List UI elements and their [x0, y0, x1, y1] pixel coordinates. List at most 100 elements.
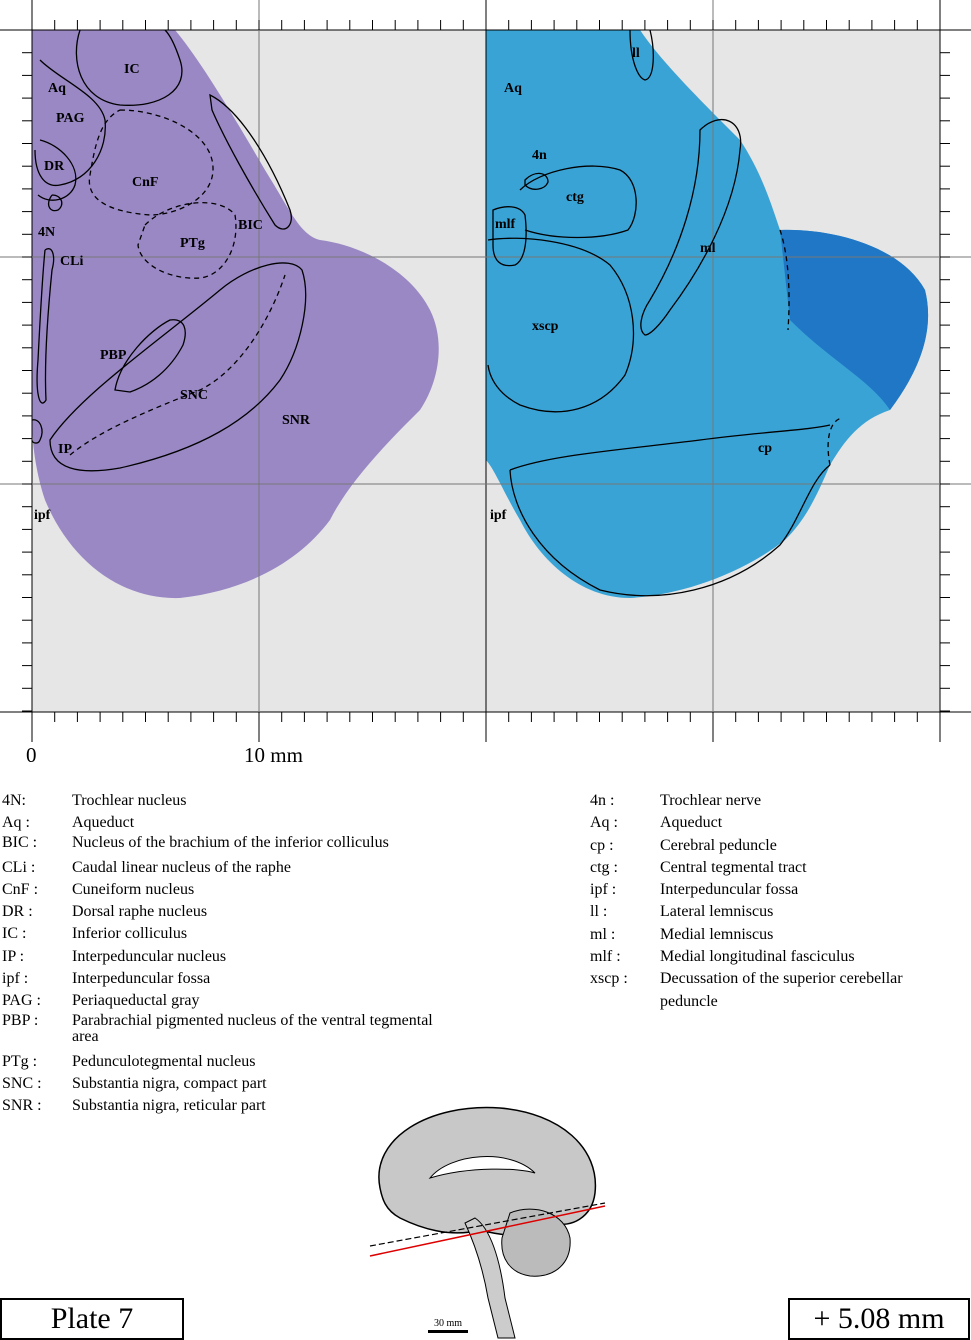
axis-zero-label: 0: [26, 743, 37, 767]
label-CnF: CnF: [132, 175, 158, 190]
label-ipf-right: ipf: [490, 508, 507, 523]
abbreviation-definition: Substantia nigra, reticular part: [72, 1097, 266, 1115]
abbreviation-key: SNR :: [2, 1097, 42, 1115]
label-IC: IC: [124, 62, 140, 77]
left-outlines: [31, 29, 307, 472]
label-SNC: SNC: [180, 388, 208, 403]
abbreviation-definition: Caudal linear nucleus of the raphe: [72, 858, 292, 876]
abbreviation-row: xscp : Decussation of the superior cerebe…: [590, 968, 960, 1013]
scale-bar: 30 mm: [428, 1318, 468, 1333]
label-ll: ll: [632, 46, 640, 61]
abbreviation-key: IC :: [2, 925, 27, 943]
cerebrum-shape: [378, 1106, 597, 1237]
abbreviation-key: ll :: [590, 903, 608, 921]
brainstem-shape: [464, 1217, 516, 1339]
left-structure-labels: IC Aq PAG DR CnF 4N PTg BIC CLi PBP SNC …: [34, 62, 311, 523]
abbreviation-row: IC : Inferior colliculus: [2, 923, 442, 945]
label-PTg: PTg: [180, 236, 205, 251]
abbreviation-key: SNC :: [2, 1074, 42, 1092]
scale-bar-label: 30 mm: [433, 1318, 463, 1329]
cerebellum-shape: [501, 1208, 571, 1277]
abbreviation-row: ml : Medial lemniscus: [590, 924, 960, 946]
abbreviation-row: CnF : Cuneiform nucleus: [2, 879, 442, 901]
abbreviation-key: mlf :: [590, 948, 621, 966]
abbreviation-key: BIC :: [2, 833, 38, 851]
abbreviation-row: Aq : Aqueduct: [2, 812, 442, 834]
abbreviation-row: 4n : Trochlear nerve: [590, 790, 960, 812]
abbreviation-row: PAG : Periaqueductal gray: [2, 990, 442, 1012]
abbreviation-key: Aq :: [590, 814, 618, 832]
label-4n: 4n: [532, 148, 547, 163]
abbreviation-definition: Interpeduncular nucleus: [72, 947, 227, 965]
label-PAG: PAG: [56, 111, 85, 126]
abbreviation-row: ctg : Central tegmental tract: [590, 857, 960, 879]
label-4N: 4N: [38, 225, 55, 240]
abbreviations-left: 4N: Trochlear nucleus Aq : Aqueduct BIC : Nuc…: [2, 790, 442, 1118]
corpus-callosum-shape: [428, 1156, 536, 1179]
label-ml: ml: [700, 241, 716, 256]
abbreviation-row: DR : Dorsal raphe nucleus: [2, 901, 442, 923]
abbreviation-key: 4n :: [590, 792, 615, 809]
myelin-section: [486, 30, 929, 598]
section-coordinate: + 5.08 mm: [788, 1298, 970, 1340]
abbreviation-row: mlf : Medial longitudinal fasciculus: [590, 946, 960, 968]
abbreviation-row: ll : Lateral lemniscus: [590, 901, 960, 923]
axis-ticks: [22, 20, 950, 742]
label-SNR: SNR: [282, 413, 311, 428]
abbreviation-definition: Dorsal raphe nucleus: [72, 903, 208, 921]
abbreviation-key: ctg :: [590, 858, 618, 876]
label-CLi: CLi: [60, 254, 83, 269]
abbreviation-definition: Trochlear nerve: [660, 792, 762, 809]
label-DR: DR: [44, 159, 65, 174]
label-cp: cp: [758, 441, 772, 456]
abbreviation-definition: Lateral lemniscus: [660, 903, 774, 921]
abbreviation-key: Aq :: [2, 814, 30, 832]
abbreviation-row: CLi : Caudal linear nucleus of the raphe: [2, 857, 442, 879]
abbreviation-row: SNR : Substantia nigra, reticular part: [2, 1095, 442, 1117]
axis-ten-mm-label: 10 mm: [244, 743, 303, 767]
abbreviation-definition: Substantia nigra, compact part: [72, 1074, 267, 1092]
abbreviation-row: cp : Cerebral peduncle: [590, 835, 960, 857]
label-xscp: xscp: [532, 319, 559, 334]
abbreviation-key: ipf :: [2, 970, 29, 988]
abbreviation-key: IP :: [2, 947, 25, 965]
plate-number: Plate 7: [0, 1298, 184, 1340]
abbreviation-definition: Medial lemniscus: [660, 925, 774, 943]
label-PBP: PBP: [100, 348, 127, 363]
scale-bar-line: [428, 1330, 468, 1333]
right-outlines: [487, 29, 843, 597]
abbreviation-key: DR :: [2, 903, 33, 921]
abbreviation-key: PTg :: [2, 1052, 38, 1070]
label-Aq-left: Aq: [48, 81, 66, 96]
label-Aq-right: Aq: [504, 81, 522, 96]
abbreviation-definition: Pedunculotegmental nucleus: [72, 1052, 256, 1070]
abbreviation-definition: Trochlear nucleus: [72, 792, 187, 809]
abbreviation-definition: Cerebral peduncle: [660, 836, 777, 854]
abbreviation-row: ipf : Interpeduncular fossa: [590, 879, 960, 901]
abbreviation-key: CnF :: [2, 880, 39, 898]
abbreviation-row: SNC : Substantia nigra, compact part: [2, 1073, 442, 1095]
abbreviation-row: 4N: Trochlear nucleus: [2, 790, 442, 812]
abbreviation-definition: Medial longitudinal fasciculus: [660, 948, 855, 966]
section-plane-line: [369, 1205, 606, 1257]
abbreviation-row: PBP : Parabrachial pigmented nucleus of t…: [2, 1011, 442, 1051]
label-mlf: mlf: [495, 217, 516, 232]
abbreviation-key: cp :: [590, 836, 614, 854]
abbreviation-definition: Aqueduct: [72, 814, 135, 832]
right-structure-labels: ll Aq 4n ctg mlf ml xscp cp ipf: [490, 46, 772, 523]
abbreviation-definition: Periaqueductal gray: [72, 992, 200, 1010]
abbreviation-key: PAG :: [2, 992, 41, 1010]
abbreviation-row: Aq : Aqueduct: [590, 812, 960, 834]
label-IP: IP: [58, 442, 72, 457]
label-ipf-left: ipf: [34, 508, 51, 523]
label-ctg: ctg: [566, 190, 584, 205]
abbreviation-key: ipf :: [590, 881, 617, 899]
label-BIC: BIC: [238, 218, 263, 233]
atlas-figure: IC Aq PAG DR CnF 4N PTg BIC CLi PBP SNC …: [0, 0, 971, 767]
abbreviation-definition: Parabrachial pigmented nucleus of the ve…: [72, 1011, 433, 1045]
brain-sagittal-diagram: [369, 1106, 606, 1339]
abbreviation-definition: Aqueduct: [660, 814, 723, 832]
abbreviation-key: CLi :: [2, 858, 36, 876]
abbreviation-definition: Interpeduncular fossa: [660, 881, 799, 899]
abbreviation-row: IP : Interpeduncular nucleus: [2, 946, 442, 968]
